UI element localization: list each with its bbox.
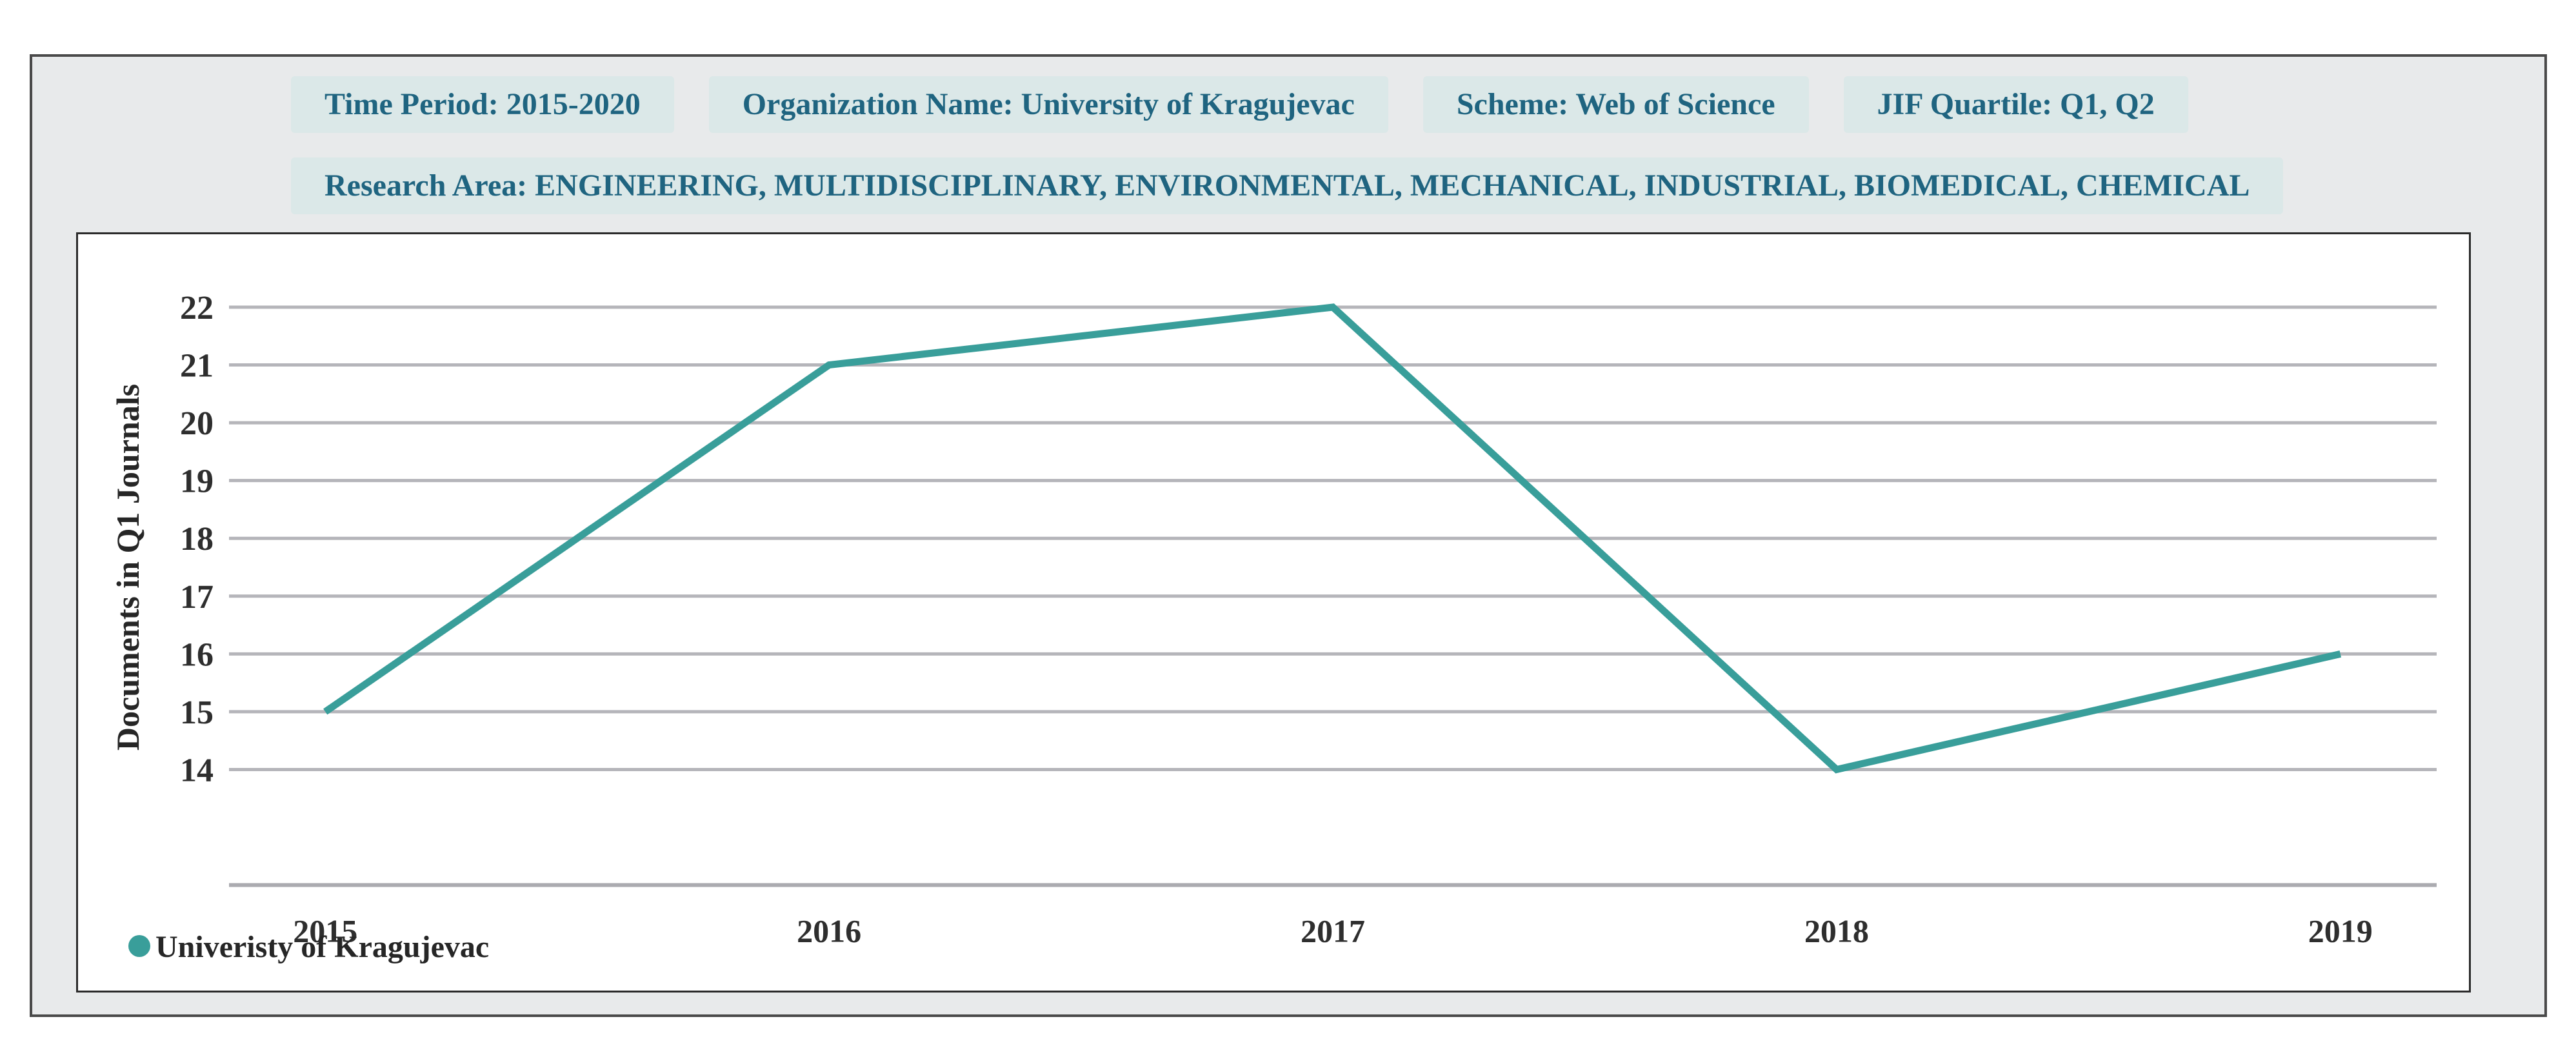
y-tick-label: 14	[180, 752, 214, 789]
x-tick-label: 2019	[2308, 913, 2373, 949]
y-tick-label: 22	[180, 290, 214, 327]
legend-marker-icon	[128, 935, 150, 957]
filter-row-1: Time Period: 2015-2020 Organization Name…	[291, 76, 2188, 133]
filter-chip-jif-quartile[interactable]: JIF Quartile: Q1, Q2	[1843, 76, 2188, 133]
filter-chip-research-area[interactable]: Research Area: ENGINEERING, MULTIDISCIPL…	[291, 157, 2284, 214]
filter-bar: Time Period: 2015-2020 Organization Name…	[291, 76, 2284, 214]
filter-chip-organization[interactable]: Organization Name: University of Kraguje…	[708, 76, 1388, 133]
x-tick-label: 2017	[1301, 913, 1365, 949]
x-tick-label: 2018	[1804, 913, 1869, 949]
y-tick-label: 17	[180, 579, 214, 616]
x-tick-label: 2016	[797, 913, 861, 949]
legend-label: Univeristy of Kragujevac	[155, 930, 489, 964]
filter-chip-time-period[interactable]: Time Period: 2015-2020	[291, 76, 674, 133]
y-tick-label: 21	[180, 348, 214, 385]
filter-chip-scheme[interactable]: Scheme: Web of Science	[1423, 76, 1809, 133]
y-tick-label: 16	[180, 636, 214, 673]
y-tick-label: 18	[180, 521, 214, 558]
y-tick-label: 15	[180, 694, 214, 731]
report-frame: Time Period: 2015-2020 Organization Name…	[30, 54, 2547, 1017]
y-axis-title: Documents in Q1 Journals	[110, 384, 146, 751]
x-tick-label: 2015	[293, 913, 357, 949]
chart-panel: 14151617181920212220152016201720182019Pu…	[76, 232, 2471, 993]
series-line	[323, 303, 2342, 774]
y-tick-label: 20	[180, 405, 214, 442]
line-chart: 14151617181920212220152016201720182019Pu…	[110, 290, 2437, 964]
filter-row-2: Research Area: ENGINEERING, MULTIDISCIPL…	[291, 157, 2284, 214]
y-tick-label: 19	[180, 463, 214, 500]
